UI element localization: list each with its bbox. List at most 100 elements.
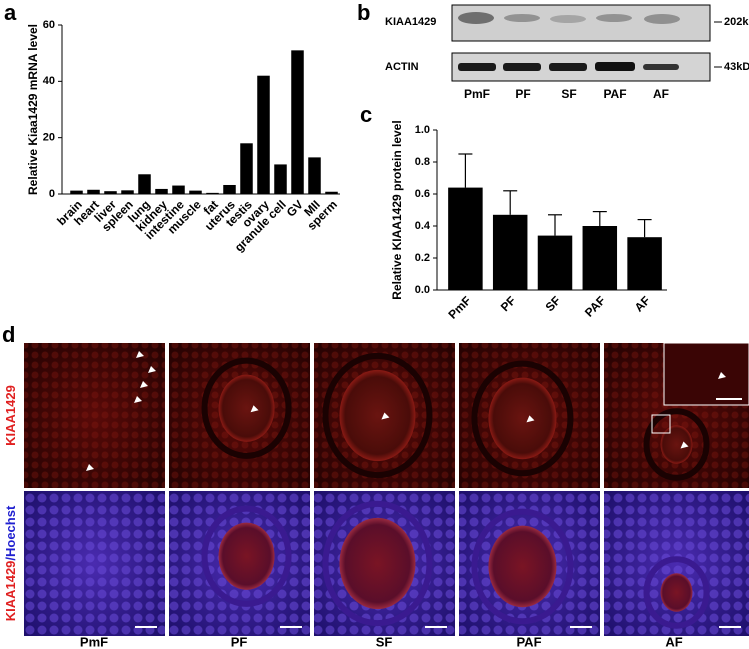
panel-letter: d <box>2 322 15 347</box>
y-tick-label: 0.6 <box>415 188 430 200</box>
micrograph <box>169 491 310 636</box>
y-tick-label: 0.4 <box>415 220 431 232</box>
micrograph <box>459 343 600 488</box>
arrowhead <box>381 412 390 420</box>
row-label-part: KIAA1429 <box>3 561 18 622</box>
oocyte <box>218 374 275 442</box>
cell-texture <box>24 343 165 488</box>
column-label: PAF <box>516 634 541 649</box>
micrograph <box>604 491 749 636</box>
x-tick-label: PmF <box>445 293 473 321</box>
x-tick-label: AF <box>632 293 653 314</box>
inset <box>663 342 749 406</box>
x-tick-label: PF <box>498 293 519 314</box>
oocyte <box>488 377 557 460</box>
micrograph <box>314 343 455 488</box>
micrograph <box>604 342 749 488</box>
oocyte <box>339 369 416 462</box>
oocyte <box>218 522 275 590</box>
lane-label: PmF <box>464 87 490 101</box>
blot-row-label: KIAA1429 <box>385 16 436 28</box>
y-axis-label: Relative Kiaa1429 mRNA level <box>26 24 40 195</box>
follicle-ring <box>322 500 433 627</box>
bar <box>70 190 83 194</box>
y-tick-label: 1.0 <box>415 124 430 136</box>
column-label: SF <box>376 634 393 649</box>
x-tick-label: SF <box>543 293 564 314</box>
column-label: PF <box>231 634 248 649</box>
follicle-ring <box>201 357 292 459</box>
cell-texture <box>604 491 749 636</box>
bar <box>206 192 219 194</box>
lane-label: PF <box>515 87 530 101</box>
bar <box>325 191 338 194</box>
follicle-ring <box>471 360 574 477</box>
micrograph <box>24 343 165 488</box>
bar <box>582 226 618 290</box>
lane-label: AF <box>653 87 669 101</box>
bar <box>87 189 100 194</box>
arrowhead <box>680 441 689 449</box>
arrowhead <box>136 351 144 358</box>
arrowhead <box>526 415 535 423</box>
bar <box>172 185 185 194</box>
lane-label: SF <box>561 87 576 101</box>
panel-letter: a <box>4 0 17 25</box>
bar <box>627 237 662 290</box>
y-tick-label: 0 <box>49 188 55 200</box>
micrograph <box>459 491 600 636</box>
oocyte <box>488 525 557 608</box>
inset-box <box>651 414 671 434</box>
column-label: PmF <box>80 634 108 649</box>
arrowhead <box>718 372 726 379</box>
bar <box>448 187 483 290</box>
micrograph <box>169 343 310 488</box>
bar <box>308 157 321 194</box>
bar <box>274 164 287 194</box>
y-tick-label: 60 <box>43 19 55 31</box>
bar <box>240 143 253 194</box>
bar <box>138 174 151 194</box>
bar <box>537 235 573 290</box>
y-tick-label: 0.0 <box>415 284 430 296</box>
arrowhead <box>148 366 156 373</box>
follicle-ring <box>322 352 433 479</box>
row-label: KIAA1429/Hoechst <box>3 505 18 621</box>
oocyte <box>339 517 416 610</box>
follicle-ring <box>643 556 710 629</box>
bar <box>291 50 304 194</box>
blot-row-label: ACTIN <box>385 61 419 73</box>
y-axis-label: Relative KIAA1429 protein level <box>390 120 404 299</box>
panel-letter: c <box>360 102 372 127</box>
bar <box>189 190 202 194</box>
panel-letter: b <box>357 0 370 25</box>
bar <box>223 184 236 194</box>
follicle-ring <box>471 508 574 625</box>
bar <box>121 190 134 194</box>
column-label: AF <box>665 634 682 649</box>
lane-label: PAF <box>603 87 626 101</box>
blot-image <box>451 4 722 82</box>
row-label-part: /Hoechst <box>3 505 18 561</box>
arrowhead <box>86 464 94 471</box>
follicle-ring <box>201 505 292 607</box>
blot-size-label: 43kD <box>724 61 749 73</box>
row-label: KIAA1429 <box>3 385 18 446</box>
y-tick-label: 40 <box>43 75 55 87</box>
oocyte <box>660 573 693 612</box>
arrowhead <box>250 405 259 413</box>
bar <box>257 75 270 194</box>
bar <box>155 188 168 194</box>
oocyte <box>660 425 693 464</box>
bar <box>492 214 528 290</box>
x-tick-label: PAF <box>582 293 608 319</box>
y-tick-label: 0.8 <box>415 156 430 168</box>
arrowhead <box>140 381 148 388</box>
follicle-ring <box>643 408 710 481</box>
row-label-part: KIAA1429 <box>3 385 18 446</box>
arrowhead <box>134 396 142 403</box>
micrograph <box>24 491 165 636</box>
micrograph <box>314 491 455 636</box>
y-tick-label: 20 <box>43 132 55 144</box>
